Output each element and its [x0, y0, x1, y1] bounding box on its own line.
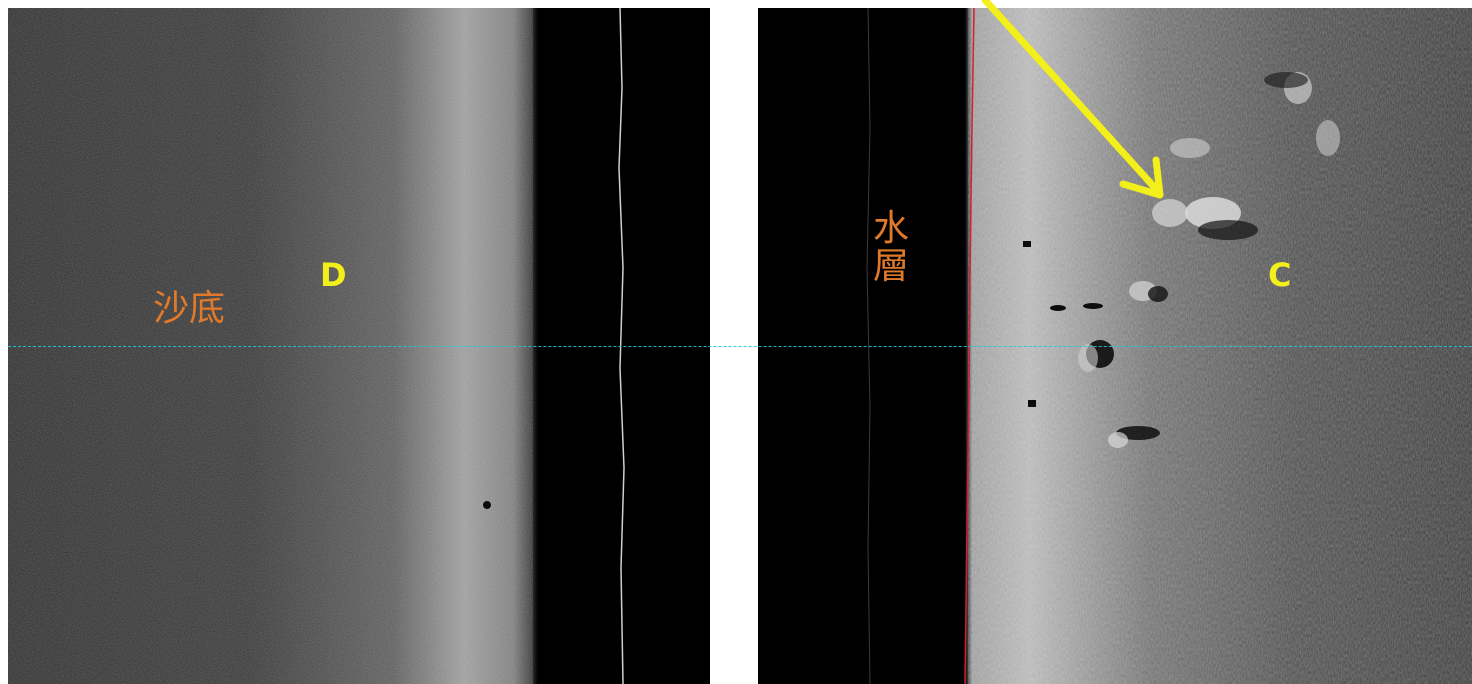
debris-field [1023, 72, 1340, 448]
small-target-dot [483, 501, 491, 509]
nadir-line [964, 8, 975, 684]
water-column-trace [866, 8, 871, 684]
target-c-label: C [1268, 256, 1292, 294]
bottom-trace-line [618, 8, 625, 684]
water-layer-label: 水層 [873, 208, 910, 287]
scan-guide-line [8, 346, 1472, 347]
target-d-label: D [320, 256, 347, 294]
sand-bottom-label: 沙底 [153, 288, 226, 329]
